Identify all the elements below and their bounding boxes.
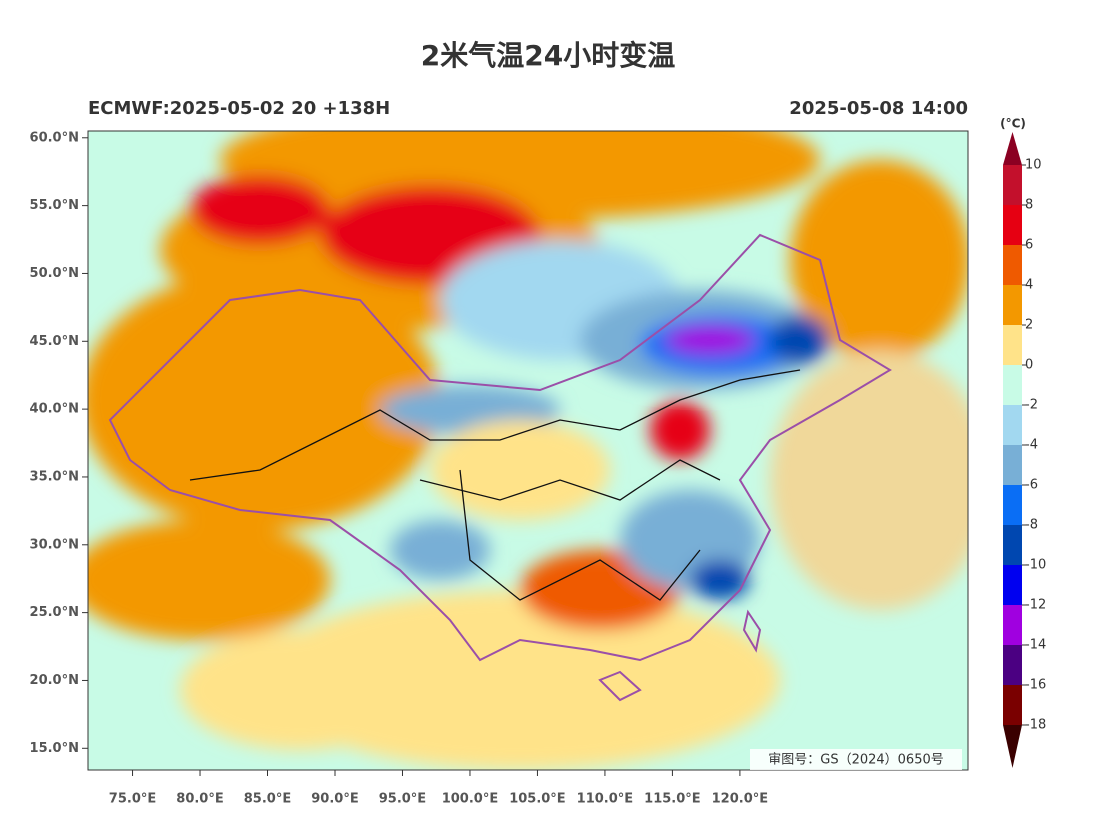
y-tick-label: 50.0°N <box>30 266 79 281</box>
colorbar-segment <box>1003 645 1022 685</box>
colorbar-label: 4 <box>1025 278 1033 293</box>
colorbar-label: -6 <box>1025 478 1038 493</box>
y-tick-label: 35.0°N <box>30 469 79 484</box>
title: 2米气温24小时变温 <box>421 39 675 72</box>
subtitle-left: ECMWF:2025-05-02 20 +138H <box>88 98 390 119</box>
x-tick-label: 75.0°E <box>109 792 156 807</box>
subtitle-right: 2025-05-08 14:00 <box>789 98 968 119</box>
colorbar-extend-top <box>1003 132 1022 165</box>
y-tick-label: 20.0°N <box>30 673 79 688</box>
x-tick-label: 85.0°E <box>244 792 291 807</box>
colorbar-label: -8 <box>1025 518 1038 533</box>
colorbar-segment <box>1003 325 1022 365</box>
map-frame <box>87 130 969 771</box>
colorbar-label: 6 <box>1025 238 1033 253</box>
y-tick-label: 15.0°N <box>30 741 79 756</box>
colorbar-label: -10 <box>1025 558 1046 573</box>
y-tick-label: 60.0°N <box>30 130 79 145</box>
colorbar-label: -12 <box>1025 598 1046 613</box>
colorbar-segment <box>1003 205 1022 245</box>
x-tick-label: 115.0°E <box>644 792 701 807</box>
colorbar-label: 2 <box>1025 318 1033 333</box>
y-tick-label: 45.0°N <box>30 334 79 349</box>
approval-number: 审图号：GS（2024）0650号 <box>768 753 944 768</box>
y-tick-label: 30.0°N <box>30 537 79 552</box>
x-tick-label: 105.0°E <box>509 792 566 807</box>
y-tick-label: 40.0°N <box>30 402 79 417</box>
colorbar-label: 10 <box>1025 158 1042 173</box>
colorbar-label: -2 <box>1025 398 1038 413</box>
x-tick-label: 95.0°E <box>379 792 426 807</box>
colorbar-segment <box>1003 405 1022 445</box>
temperature-field <box>88 131 968 770</box>
colorbar-label: -18 <box>1025 718 1046 733</box>
approval-box <box>750 749 962 770</box>
colorbar-segment <box>1003 285 1022 325</box>
x-tick-label: 100.0°E <box>442 792 499 807</box>
x-tick-label: 120.0°E <box>712 792 769 807</box>
colorbar-segment <box>1003 565 1022 605</box>
colorbar-segment <box>1003 605 1022 645</box>
colorbar-segment <box>1003 485 1022 525</box>
y-tick-label: 55.0°N <box>30 198 79 213</box>
colorbar-label: -16 <box>1025 678 1046 693</box>
colorbar-segment <box>1003 245 1022 285</box>
colorbar-label: -4 <box>1025 438 1038 453</box>
colorbar-extend-bottom <box>1003 725 1022 768</box>
colorbar-label: -14 <box>1025 638 1046 653</box>
colorbar-segment <box>1003 525 1022 565</box>
y-tick-label: 25.0°N <box>30 605 79 620</box>
colorbar-unit: (°C) <box>1000 117 1026 131</box>
colorbar-segment <box>1003 445 1022 485</box>
colorbar-label: 0 <box>1025 358 1033 373</box>
x-tick-label: 90.0°E <box>311 792 358 807</box>
colorbar-segment <box>1003 365 1022 405</box>
x-tick-label: 80.0°E <box>176 792 223 807</box>
colorbar-label: 8 <box>1025 198 1033 213</box>
x-tick-label: 110.0°E <box>577 792 634 807</box>
colorbar-segment <box>1003 165 1022 205</box>
colorbar-segment <box>1003 685 1022 725</box>
